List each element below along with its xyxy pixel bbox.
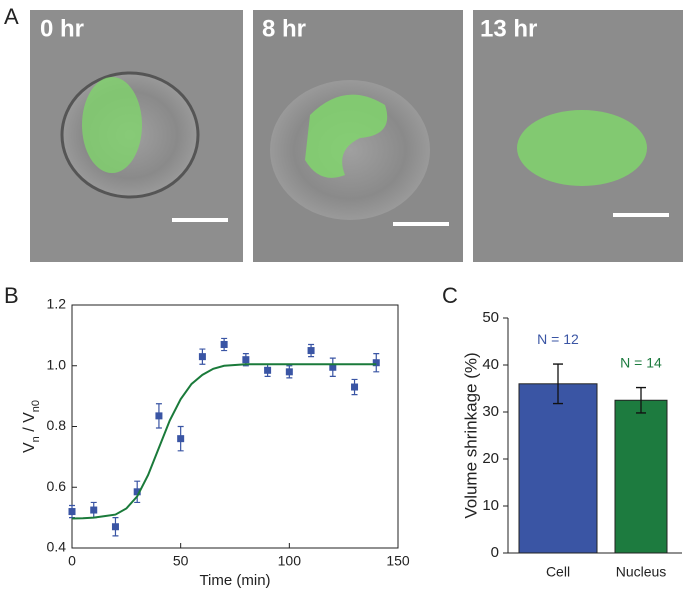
panel-label: C xyxy=(442,283,458,308)
error-bar xyxy=(636,386,646,414)
data-point xyxy=(177,435,185,443)
data-point xyxy=(285,368,293,376)
x-tick-label: Cell xyxy=(546,564,570,580)
micrograph xyxy=(253,10,463,262)
bar xyxy=(614,399,668,554)
y-axis-label-part: n0 xyxy=(30,400,42,412)
y-tick-label: 1.0 xyxy=(47,356,67,372)
x-tick-label: Nucleus xyxy=(616,564,667,580)
y-tick-label: 20 xyxy=(482,450,499,467)
y-axis-label-part: / V xyxy=(21,412,38,436)
y-tick-label: 10 xyxy=(482,497,499,514)
x-tick-label: 50 xyxy=(173,553,189,569)
y-tick-label: 40 xyxy=(482,356,499,373)
y-tick-label: 0.8 xyxy=(47,417,67,433)
y-tick-label: 30 xyxy=(482,403,499,420)
data-point xyxy=(90,506,98,514)
data-point xyxy=(351,383,359,391)
x-tick-label: 150 xyxy=(386,553,410,569)
data-point xyxy=(133,488,141,496)
y-tick-label: 0.4 xyxy=(47,539,67,555)
data-point xyxy=(329,363,337,371)
micrograph xyxy=(473,10,683,262)
fit-line xyxy=(71,363,377,520)
y-axis-label-part: n xyxy=(30,436,42,442)
time-label: 13 hr xyxy=(480,15,537,42)
annotation: N = 12 xyxy=(537,331,579,347)
y-tick-label: 50 xyxy=(482,309,499,326)
x-tick-label: 100 xyxy=(278,553,302,569)
x-axis-label: Time (min) xyxy=(199,572,270,589)
y-tick-label: 0 xyxy=(491,544,499,561)
data-point xyxy=(68,508,76,516)
y-tick-label: 1.2 xyxy=(47,296,67,312)
y-axis-label-part: V xyxy=(21,442,38,453)
panel-label: A xyxy=(4,4,19,29)
data-point xyxy=(155,412,163,420)
data-point xyxy=(242,356,250,364)
data-point xyxy=(111,523,119,531)
data-point xyxy=(198,353,206,361)
data-point xyxy=(220,340,228,348)
time-label: 0 hr xyxy=(40,15,84,42)
panel-label: B xyxy=(4,283,19,308)
y-axis-label: Volume shrinkage (%) xyxy=(461,352,480,518)
bar xyxy=(518,383,598,554)
data-point xyxy=(307,347,315,355)
data-point xyxy=(372,359,380,367)
y-tick-label: 0.6 xyxy=(47,478,67,494)
data-point xyxy=(264,366,272,374)
x-tick-label: 0 xyxy=(68,553,76,569)
micrograph xyxy=(30,10,243,262)
error-bar xyxy=(553,363,563,405)
annotation: N = 14 xyxy=(620,354,662,370)
time-label: 8 hr xyxy=(262,15,306,42)
y-axis-label: Vn / Vn0 xyxy=(21,400,42,453)
